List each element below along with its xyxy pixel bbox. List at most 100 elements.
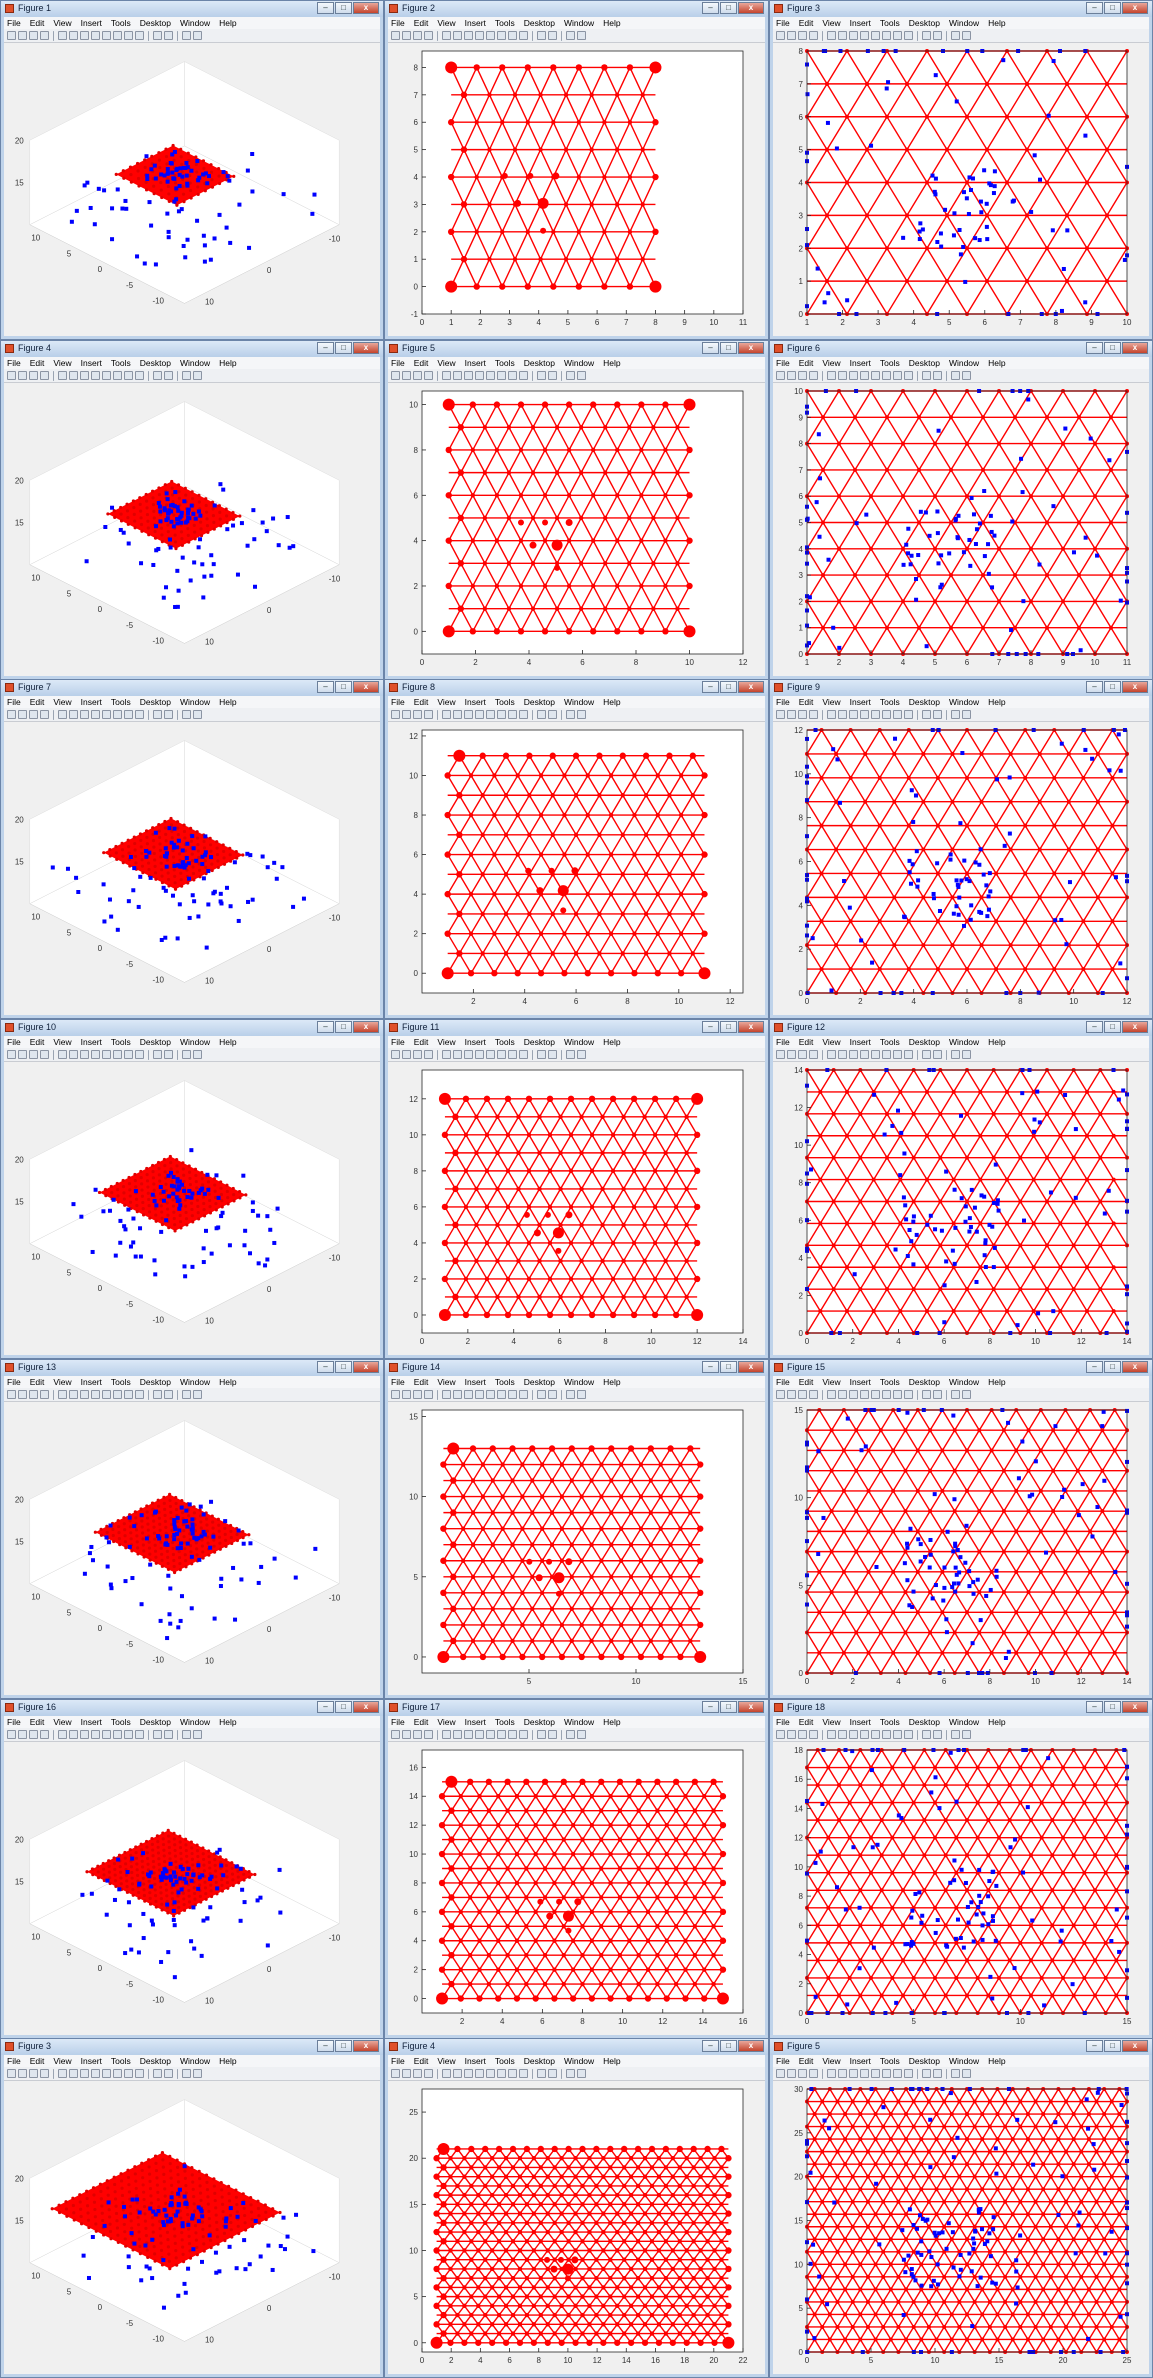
menu-desktop[interactable]: Desktop bbox=[523, 1037, 555, 1047]
arrow-icon[interactable] bbox=[827, 31, 836, 40]
menu-help[interactable]: Help bbox=[603, 358, 621, 368]
save-icon[interactable] bbox=[29, 31, 38, 40]
hide-plot-tools-icon[interactable] bbox=[566, 31, 575, 40]
zoom-in-icon[interactable] bbox=[69, 710, 78, 719]
open-icon[interactable] bbox=[402, 1050, 411, 1059]
menu-insert[interactable]: Insert bbox=[849, 697, 871, 707]
menu-view[interactable]: View bbox=[822, 697, 841, 707]
print-icon[interactable] bbox=[40, 1390, 49, 1399]
arrow-icon[interactable] bbox=[442, 1050, 451, 1059]
link-icon[interactable] bbox=[135, 31, 144, 40]
menu-edit[interactable]: Edit bbox=[29, 18, 45, 28]
link-icon[interactable] bbox=[519, 1050, 528, 1059]
menu-file[interactable]: File bbox=[776, 18, 790, 28]
brush-icon[interactable] bbox=[124, 31, 133, 40]
menu-window[interactable]: Window bbox=[179, 1377, 211, 1387]
colorbar-icon[interactable] bbox=[153, 371, 162, 380]
menu-desktop[interactable]: Desktop bbox=[139, 697, 171, 707]
menu-desktop[interactable]: Desktop bbox=[139, 1037, 171, 1047]
menu-edit[interactable]: Edit bbox=[798, 1037, 814, 1047]
colorbar-icon[interactable] bbox=[153, 31, 162, 40]
new-figure-icon[interactable] bbox=[7, 371, 16, 380]
close-button[interactable]: x bbox=[738, 342, 764, 354]
print-icon[interactable] bbox=[40, 31, 49, 40]
print-icon[interactable] bbox=[809, 1050, 818, 1059]
menu-tools[interactable]: Tools bbox=[110, 18, 131, 28]
menu-edit[interactable]: Edit bbox=[29, 1377, 45, 1387]
data-cursor-icon[interactable] bbox=[113, 371, 122, 380]
open-icon[interactable] bbox=[787, 371, 796, 380]
arrow-icon[interactable] bbox=[442, 371, 451, 380]
menu-window[interactable]: Window bbox=[948, 18, 980, 28]
rotate-icon[interactable] bbox=[871, 710, 880, 719]
menu-edit[interactable]: Edit bbox=[413, 18, 429, 28]
hide-plot-tools-icon[interactable] bbox=[182, 1390, 191, 1399]
menu-view[interactable]: View bbox=[437, 358, 456, 368]
minimize-button[interactable]: – bbox=[1086, 681, 1103, 693]
rotate-icon[interactable] bbox=[486, 371, 495, 380]
menu-insert[interactable]: Insert bbox=[849, 358, 871, 368]
menu-tools[interactable]: Tools bbox=[110, 1037, 131, 1047]
menu-insert[interactable]: Insert bbox=[80, 358, 102, 368]
save-icon[interactable] bbox=[413, 710, 422, 719]
pan-icon[interactable] bbox=[91, 1390, 100, 1399]
link-icon[interactable] bbox=[904, 710, 913, 719]
title-bar[interactable]: Figure 12– □ x bbox=[770, 1020, 1152, 1036]
menu-edit[interactable]: Edit bbox=[413, 697, 429, 707]
title-bar[interactable]: Figure 8– □ x bbox=[385, 680, 768, 696]
zoom-out-icon[interactable] bbox=[849, 371, 858, 380]
close-button[interactable]: x bbox=[353, 1361, 379, 1373]
new-figure-icon[interactable] bbox=[776, 31, 785, 40]
link-icon[interactable] bbox=[519, 371, 528, 380]
figure-window[interactable]: Figure 2– □ x File Edit View Insert Tools Deskto… bbox=[384, 0, 769, 340]
open-icon[interactable] bbox=[787, 1050, 796, 1059]
menu-file[interactable]: File bbox=[7, 1037, 21, 1047]
data-cursor-icon[interactable] bbox=[497, 710, 506, 719]
menu-window[interactable]: Window bbox=[179, 1037, 211, 1047]
menu-help[interactable]: Help bbox=[603, 1037, 621, 1047]
zoom-out-icon[interactable] bbox=[464, 1050, 473, 1059]
rotate-icon[interactable] bbox=[486, 31, 495, 40]
hide-plot-tools-icon[interactable] bbox=[951, 1050, 960, 1059]
data-cursor-icon[interactable] bbox=[882, 1050, 891, 1059]
show-plot-tools-icon[interactable] bbox=[962, 710, 971, 719]
show-plot-tools-icon[interactable] bbox=[577, 1050, 586, 1059]
colorbar-icon[interactable] bbox=[922, 710, 931, 719]
legend-icon[interactable] bbox=[933, 1050, 942, 1059]
pan-icon[interactable] bbox=[475, 710, 484, 719]
zoom-out-icon[interactable] bbox=[464, 371, 473, 380]
hide-plot-tools-icon[interactable] bbox=[951, 31, 960, 40]
minimize-button[interactable]: – bbox=[1086, 1021, 1103, 1033]
close-button[interactable]: x bbox=[738, 1021, 764, 1033]
hide-plot-tools-icon[interactable] bbox=[951, 371, 960, 380]
data-cursor-icon[interactable] bbox=[113, 1050, 122, 1059]
colorbar-icon[interactable] bbox=[922, 31, 931, 40]
rotate-icon[interactable] bbox=[486, 1050, 495, 1059]
maximize-button[interactable]: □ bbox=[720, 1021, 737, 1033]
maximize-button[interactable]: □ bbox=[720, 2, 737, 14]
menu-file[interactable]: File bbox=[7, 1377, 21, 1387]
arrow-icon[interactable] bbox=[827, 1050, 836, 1059]
menu-view[interactable]: View bbox=[53, 697, 72, 707]
print-icon[interactable] bbox=[40, 1050, 49, 1059]
menu-window[interactable]: Window bbox=[948, 1037, 980, 1047]
menu-window[interactable]: Window bbox=[179, 697, 211, 707]
menu-view[interactable]: View bbox=[822, 358, 841, 368]
menu-tools[interactable]: Tools bbox=[494, 18, 515, 28]
title-bar[interactable]: Figure 9– □ x bbox=[770, 680, 1152, 696]
show-plot-tools-icon[interactable] bbox=[577, 31, 586, 40]
print-icon[interactable] bbox=[40, 371, 49, 380]
save-icon[interactable] bbox=[798, 371, 807, 380]
menu-window[interactable]: Window bbox=[948, 358, 980, 368]
menu-tools[interactable]: Tools bbox=[494, 1037, 515, 1047]
menu-file[interactable]: File bbox=[391, 1037, 405, 1047]
print-icon[interactable] bbox=[809, 371, 818, 380]
menu-edit[interactable]: Edit bbox=[413, 1037, 429, 1047]
link-icon[interactable] bbox=[519, 31, 528, 40]
menu-file[interactable]: File bbox=[7, 18, 21, 28]
title-bar[interactable]: Figure 3– □ x bbox=[770, 1, 1152, 17]
save-icon[interactable] bbox=[29, 710, 38, 719]
show-plot-tools-icon[interactable] bbox=[577, 710, 586, 719]
hide-plot-tools-icon[interactable] bbox=[182, 710, 191, 719]
menu-file[interactable]: File bbox=[7, 358, 21, 368]
